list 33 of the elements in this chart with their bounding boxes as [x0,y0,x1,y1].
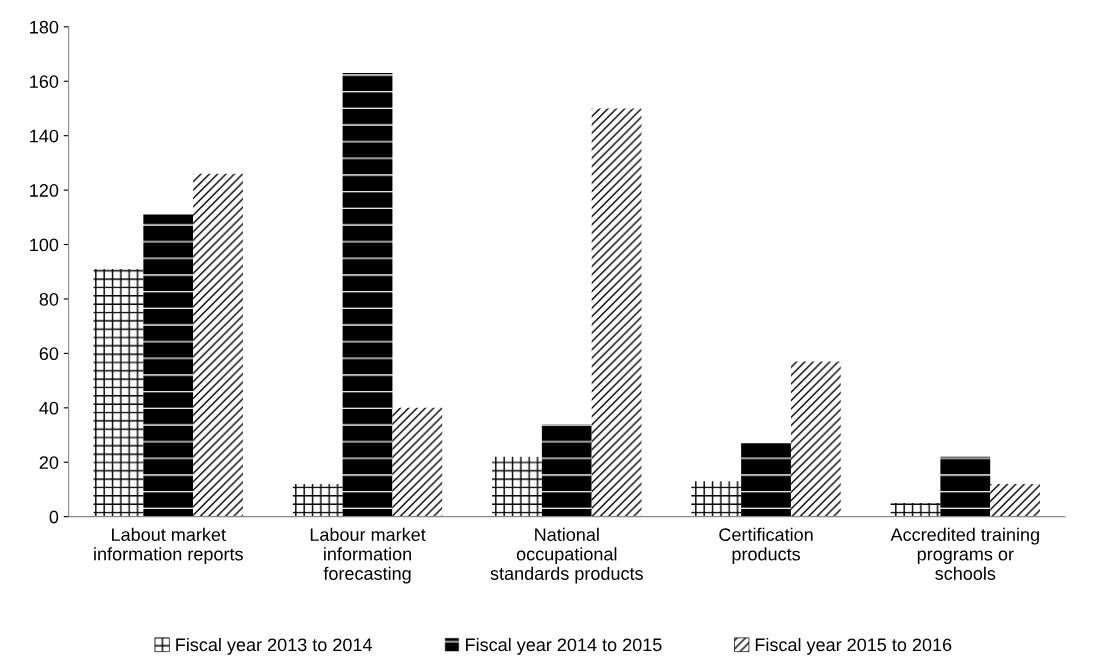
y-tick-label: 140 [30,129,59,143]
legend-label: Fiscal year 2014 to 2015 [466,637,662,655]
bar [691,481,742,517]
bar [392,407,443,517]
bar [492,456,542,517]
y-tick-label: 180 [30,20,59,34]
y-tick-label: 80 [39,292,59,306]
legend-label: Fiscal year 2013 to 2014 [176,637,372,655]
y-tick-label: 100 [30,238,59,252]
bar [143,214,194,517]
bar [342,73,393,517]
x-tick-label: Accredited training programs or schools [890,527,1039,580]
bar [93,269,144,517]
bar [741,443,791,517]
legend-label: Fiscal year 2015 to 2016 [755,637,952,655]
y-tick-label: 40 [39,401,59,415]
y-tick-label: 20 [39,456,59,469]
bar [890,503,941,517]
y-tick-label: 120 [30,184,59,197]
y-tick-label: 160 [30,75,59,88]
bar [790,361,841,517]
bar [940,456,991,517]
bar [591,108,642,517]
bar [541,424,592,517]
x-tick-label: National occupational standards products [490,527,643,584]
x-tick-label: Certification products [719,527,813,565]
x-tick-label: Labout market information reports [94,527,243,565]
y-tick-label: 0 [49,510,59,524]
bar [990,484,1041,517]
x-tick-label: Labour market information forecasting [310,527,426,584]
bar [193,173,243,517]
bar [292,484,343,517]
y-tick-label: 60 [39,347,59,361]
